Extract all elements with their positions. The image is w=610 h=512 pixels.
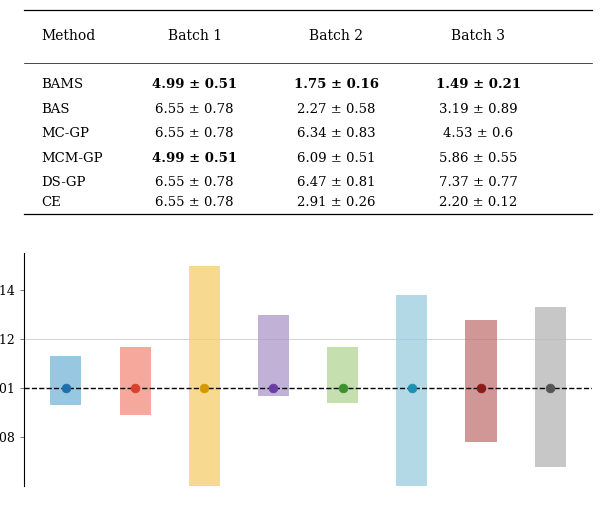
Text: 2.27 ± 0.58: 2.27 ± 0.58 bbox=[297, 102, 376, 116]
Bar bbox=[534, 307, 565, 467]
Text: CE: CE bbox=[41, 197, 61, 209]
Point bbox=[130, 384, 140, 392]
Text: Method: Method bbox=[41, 29, 96, 42]
Bar bbox=[465, 319, 497, 442]
Point bbox=[268, 384, 278, 392]
Text: BAMS: BAMS bbox=[41, 78, 84, 91]
Text: 6.55 ± 0.78: 6.55 ± 0.78 bbox=[156, 127, 234, 140]
Point bbox=[61, 384, 71, 392]
Point bbox=[199, 384, 209, 392]
Bar bbox=[188, 266, 220, 492]
Bar bbox=[258, 315, 289, 396]
Text: 6.55 ± 0.78: 6.55 ± 0.78 bbox=[156, 176, 234, 189]
Text: 3.19 ± 0.89: 3.19 ± 0.89 bbox=[439, 102, 517, 116]
Text: 4.53 ± 0.6: 4.53 ± 0.6 bbox=[443, 127, 513, 140]
Bar bbox=[396, 295, 428, 492]
Text: 2.91 ± 0.26: 2.91 ± 0.26 bbox=[297, 197, 376, 209]
Bar bbox=[51, 356, 82, 406]
Text: Batch 1: Batch 1 bbox=[168, 29, 221, 42]
Text: BAS: BAS bbox=[41, 102, 70, 116]
Text: 6.09 ± 0.51: 6.09 ± 0.51 bbox=[297, 152, 376, 164]
Text: 2.20 ± 0.12: 2.20 ± 0.12 bbox=[439, 197, 517, 209]
Bar bbox=[120, 347, 151, 415]
Point bbox=[476, 384, 486, 392]
Text: 7.37 ± 0.77: 7.37 ± 0.77 bbox=[439, 176, 518, 189]
Text: Batch 3: Batch 3 bbox=[451, 29, 505, 42]
Text: 6.55 ± 0.78: 6.55 ± 0.78 bbox=[156, 197, 234, 209]
Point bbox=[407, 384, 417, 392]
Text: 1.75 ± 0.16: 1.75 ± 0.16 bbox=[294, 78, 379, 91]
Text: 1.49 ± 0.21: 1.49 ± 0.21 bbox=[436, 78, 521, 91]
Text: 5.86 ± 0.55: 5.86 ± 0.55 bbox=[439, 152, 517, 164]
Point bbox=[338, 384, 348, 392]
Text: 4.99 ± 0.51: 4.99 ± 0.51 bbox=[152, 152, 237, 164]
Text: MCM-GP: MCM-GP bbox=[41, 152, 103, 164]
Text: 6.34 ± 0.83: 6.34 ± 0.83 bbox=[297, 127, 376, 140]
Text: DS-GP: DS-GP bbox=[41, 176, 86, 189]
Text: MC-GP: MC-GP bbox=[41, 127, 90, 140]
Point bbox=[545, 384, 555, 392]
Text: 6.55 ± 0.78: 6.55 ± 0.78 bbox=[156, 102, 234, 116]
Text: 6.47 ± 0.81: 6.47 ± 0.81 bbox=[297, 176, 376, 189]
Text: Batch 2: Batch 2 bbox=[309, 29, 364, 42]
Text: 4.99 ± 0.51: 4.99 ± 0.51 bbox=[152, 78, 237, 91]
Bar bbox=[327, 347, 358, 403]
